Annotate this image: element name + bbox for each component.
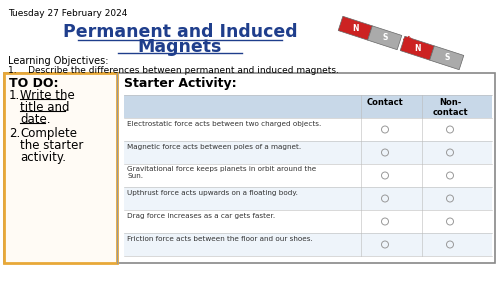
Bar [4,73,117,263]
Text: Magnetic force acts between poles of a magnet.: Magnetic force acts between poles of a m… [127,144,301,150]
Bar [4,73,495,263]
Text: N: N [414,44,420,53]
Text: Permanent and Induced: Permanent and Induced [62,23,298,41]
Text: date.: date. [20,113,50,126]
Bar [124,233,492,256]
Text: S: S [382,33,388,42]
Bar [338,16,372,40]
Text: Starter Activity:: Starter Activity: [124,77,236,90]
Text: TO DO:: TO DO: [9,77,58,90]
Text: N: N [352,24,358,33]
Text: Contact: Contact [366,98,404,107]
Text: 2.: 2. [9,127,20,140]
Bar [124,95,492,118]
Bar [124,187,492,210]
Text: Drag force increases as a car gets faster.: Drag force increases as a car gets faste… [127,213,275,219]
Text: Complete: Complete [20,127,77,140]
Text: Write the: Write the [20,89,75,102]
Text: Gravitational force keeps planets in orbit around the: Gravitational force keeps planets in orb… [127,166,316,172]
Text: Magnets: Magnets [138,38,222,56]
Bar [430,46,464,70]
Text: Sun.: Sun. [127,173,143,179]
Text: the starter: the starter [20,139,84,152]
Text: Electrostatic force acts between two charged objects.: Electrostatic force acts between two cha… [127,121,321,127]
Text: Friction force acts between the floor and our shoes.: Friction force acts between the floor an… [127,236,313,242]
Text: title and: title and [20,101,70,114]
Text: S: S [444,53,450,62]
Text: Learning Objectives:: Learning Objectives: [8,56,108,66]
Text: Non-
contact: Non- contact [432,98,468,117]
Text: activity.: activity. [20,151,66,164]
Bar [368,26,402,50]
Text: Upthrust force acts upwards on a floating body.: Upthrust force acts upwards on a floatin… [127,190,298,196]
Bar [400,36,434,60]
Text: 1.    Describe the differences between permanent and induced magnets.: 1. Describe the differences between perm… [8,66,339,75]
Text: Tuesday 27 February 2024: Tuesday 27 February 2024 [8,9,128,18]
Text: 1.: 1. [9,89,20,102]
Bar [124,141,492,164]
